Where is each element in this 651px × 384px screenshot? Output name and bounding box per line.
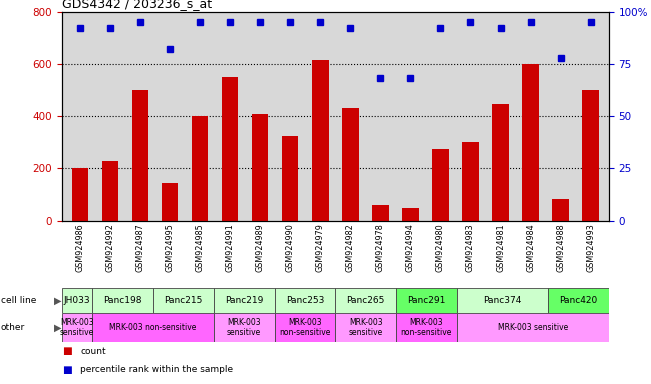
Bar <box>92 313 214 342</box>
Bar <box>275 288 335 313</box>
Bar <box>222 77 238 221</box>
Bar <box>492 104 509 221</box>
Bar <box>92 288 153 313</box>
Text: MRK-003
non-sensitive: MRK-003 non-sensitive <box>401 318 452 337</box>
Text: Panc420: Panc420 <box>559 296 598 305</box>
Text: Panc374: Panc374 <box>483 296 521 305</box>
Bar <box>457 288 548 313</box>
Text: ■: ■ <box>62 346 72 356</box>
Bar <box>275 313 335 342</box>
Text: ▶: ▶ <box>54 295 62 306</box>
Text: ■: ■ <box>62 365 72 375</box>
Bar <box>161 183 178 221</box>
Bar <box>312 60 329 221</box>
Text: Panc265: Panc265 <box>346 296 385 305</box>
Text: JH033: JH033 <box>64 296 90 305</box>
Bar <box>396 288 457 313</box>
Text: cell line: cell line <box>1 296 36 305</box>
Bar <box>432 149 449 221</box>
Bar <box>462 142 478 221</box>
Text: MRK-003
non-sensitive: MRK-003 non-sensitive <box>279 318 331 337</box>
Text: Panc291: Panc291 <box>408 296 445 305</box>
Bar <box>552 199 569 221</box>
Bar <box>102 161 118 221</box>
Bar <box>62 313 92 342</box>
Text: Panc219: Panc219 <box>225 296 263 305</box>
Text: other: other <box>1 323 25 332</box>
Text: GDS4342 / 203236_s_at: GDS4342 / 203236_s_at <box>62 0 212 10</box>
Text: Panc198: Panc198 <box>104 296 142 305</box>
Bar <box>372 205 389 221</box>
Text: Panc253: Panc253 <box>286 296 324 305</box>
Bar <box>192 116 208 221</box>
Bar <box>214 288 275 313</box>
Text: MRK-003 non-sensitive: MRK-003 non-sensitive <box>109 323 197 332</box>
Bar <box>402 208 419 221</box>
Text: percentile rank within the sample: percentile rank within the sample <box>80 365 233 374</box>
Text: MRK-003
sensitive: MRK-003 sensitive <box>348 318 383 337</box>
Bar <box>214 313 275 342</box>
Bar <box>335 288 396 313</box>
Bar <box>132 90 148 221</box>
Bar <box>342 108 359 221</box>
Bar <box>153 288 214 313</box>
Bar <box>335 313 396 342</box>
Text: MRK-003 sensitive: MRK-003 sensitive <box>497 323 568 332</box>
Bar <box>548 288 609 313</box>
Bar <box>457 313 609 342</box>
Bar <box>282 136 298 221</box>
Bar <box>583 90 599 221</box>
Bar <box>252 114 268 221</box>
Bar <box>72 169 88 221</box>
Text: count: count <box>80 347 105 356</box>
Text: MRK-003
sensitive: MRK-003 sensitive <box>60 318 94 337</box>
Bar <box>396 313 457 342</box>
Text: MRK-003
sensitive: MRK-003 sensitive <box>227 318 261 337</box>
Bar <box>522 64 539 221</box>
Text: ▶: ▶ <box>54 322 62 333</box>
Bar <box>62 288 92 313</box>
Text: Panc215: Panc215 <box>164 296 202 305</box>
